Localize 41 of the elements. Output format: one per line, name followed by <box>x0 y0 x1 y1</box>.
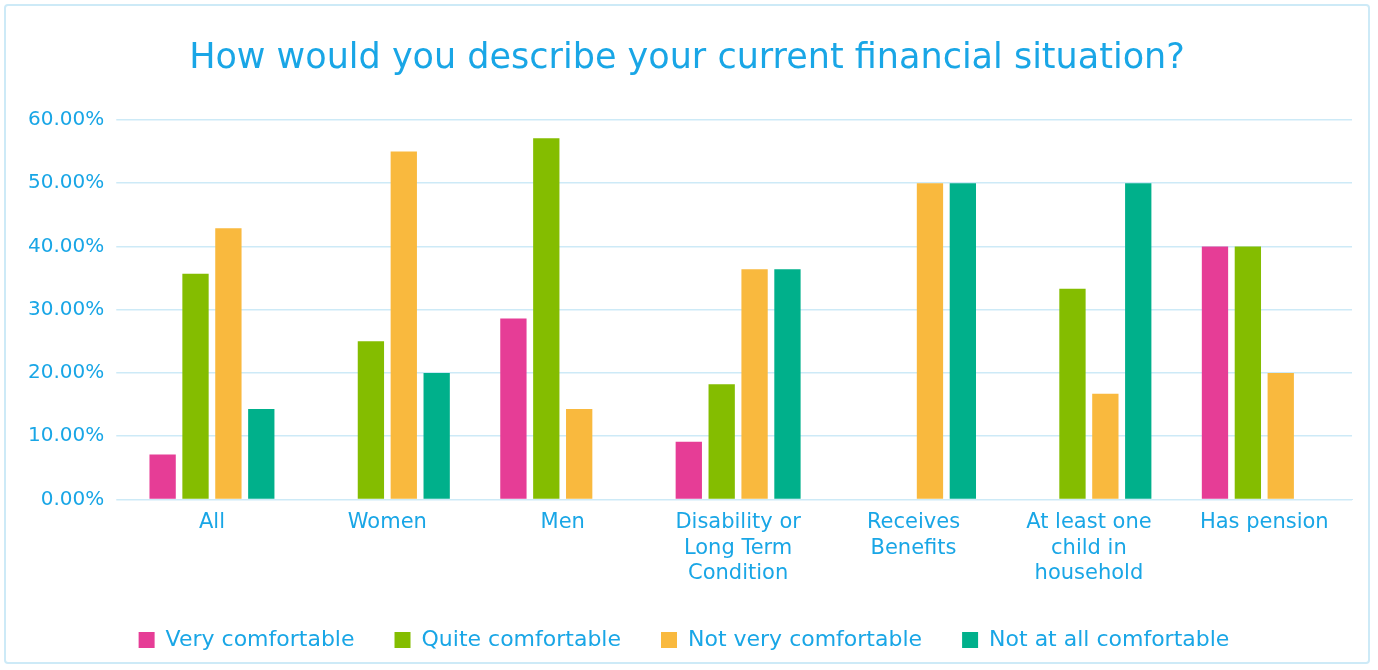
bar <box>215 228 242 499</box>
x-tick-label: Disability or Long Term Condition <box>675 509 802 584</box>
bar <box>1267 372 1294 499</box>
bar <box>566 408 593 499</box>
bar <box>916 183 944 499</box>
bar <box>1092 393 1119 499</box>
y-tick-label: 20.00% <box>27 359 105 384</box>
bar <box>357 341 385 499</box>
bar <box>708 384 735 499</box>
chart-title: How would you describe your current financial situation? <box>188 36 1186 76</box>
bar <box>1234 246 1262 499</box>
x-tick-label: Has pension <box>1199 509 1329 534</box>
y-tick-label: 10.00% <box>27 422 105 447</box>
bar <box>182 273 209 499</box>
bar <box>1125 183 1152 499</box>
y-tick-label: 60.00% <box>27 106 105 131</box>
bar <box>1201 246 1229 499</box>
x-tick-label: At least one child in household <box>1026 509 1152 584</box>
bar <box>248 408 275 499</box>
bar <box>533 138 560 499</box>
legend-label: Not very comfortable <box>687 625 923 651</box>
legend-label: Very comfortable <box>165 625 355 651</box>
y-tick-label: 30.00% <box>27 295 105 320</box>
bar <box>423 372 450 499</box>
x-tick-label: Men <box>540 509 585 534</box>
x-tick-label: Women <box>347 509 427 534</box>
y-tick-label: 50.00% <box>27 169 105 194</box>
bar <box>675 441 702 499</box>
bar <box>390 151 417 499</box>
legend-label: Quite comfortable <box>421 625 621 651</box>
legend-label: Not at all comfortable <box>989 625 1230 651</box>
bar <box>149 454 176 499</box>
bar <box>774 269 801 499</box>
x-tick-label: Receives Benefits <box>866 509 961 559</box>
y-tick-label: 40.00% <box>27 232 105 257</box>
y-tick-label: 0.00% <box>40 485 105 510</box>
x-tick-label: All <box>198 509 225 534</box>
bar <box>500 318 527 499</box>
bar <box>741 269 768 499</box>
bar <box>949 183 977 499</box>
bar <box>1059 288 1086 499</box>
